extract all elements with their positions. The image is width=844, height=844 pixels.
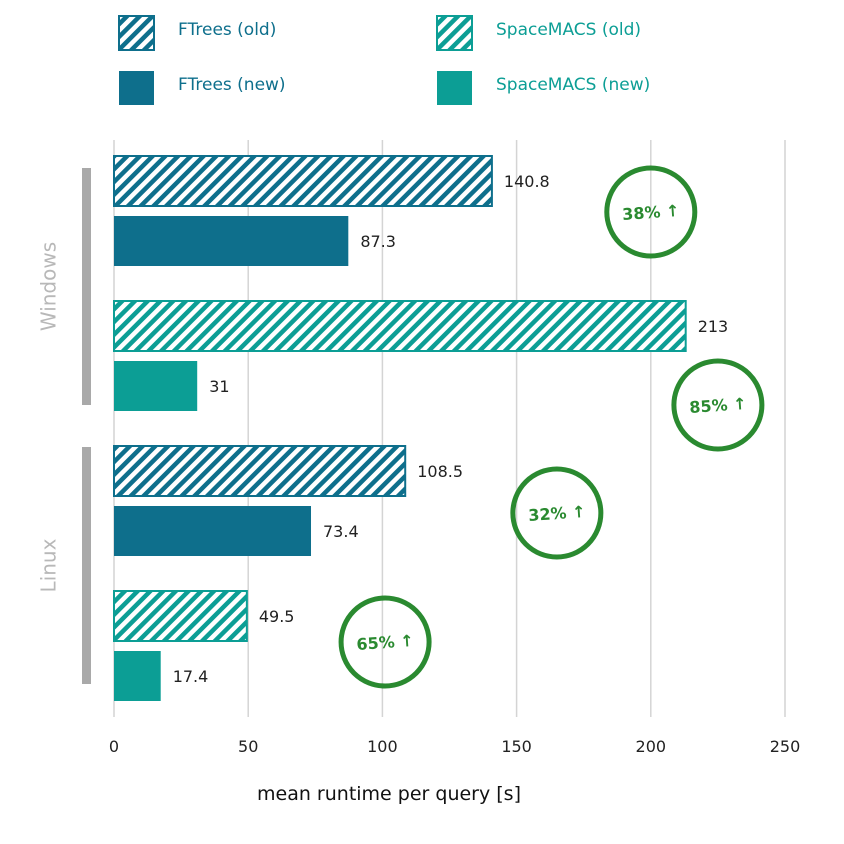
callout-text: 65% ↑ [356,631,414,654]
x-tick-label: 100 [367,737,398,756]
bar [114,361,198,411]
bar-value-label: 108.5 [417,462,463,481]
callout-text: 38% ↑ [622,201,680,224]
legend-entry: SpaceMACS (new) [437,71,650,105]
improvement-callout: 65% ↑ [338,595,432,689]
legend-label: FTrees (old) [178,20,276,40]
improvement-callout: 38% ↑ [604,165,698,259]
legend-entry: SpaceMACS (old) [436,15,641,51]
bar-value-label: 31 [209,377,229,396]
group-bracket [82,168,91,405]
legend-entry: FTrees (old) [118,15,276,51]
x-tick-label: 0 [109,737,119,756]
legend-label: SpaceMACS (old) [496,20,641,40]
bar-value-label: 17.4 [173,667,209,686]
legend-label: FTrees (new) [178,75,286,95]
x-tick-label: 50 [238,737,258,756]
legend-entry: FTrees (new) [119,71,286,105]
callout-circle [338,595,432,689]
bar [113,590,248,642]
bar-value-label: 140.8 [504,172,550,191]
callout-circle [604,165,698,259]
bar-value-label: 49.5 [259,607,295,626]
legend-label: SpaceMACS (new) [496,75,650,95]
legend-swatch [436,15,473,51]
group-label: Windows [37,242,61,331]
x-tick-label: 150 [501,737,532,756]
bar [113,300,687,352]
x-axis-title: mean runtime per query [s] [257,783,521,805]
bar [114,506,312,556]
bar [113,155,493,207]
legend-swatch [437,71,472,105]
x-axis: mean runtime per query [s] 0 50 100 150 200 2… [109,737,800,805]
bar [113,445,407,497]
callout-circle [510,466,604,560]
bar-value-label: 73.4 [323,522,359,541]
callout-circle [671,358,765,452]
group-label: Linux [37,538,61,592]
legend-swatch [118,15,155,51]
group-labels: Windows Linux [37,168,91,684]
callout-text: 32% ↑ [528,502,586,525]
legend-swatch [119,71,154,105]
bar-value-label: 213 [698,317,729,336]
improvement-callout: 85% ↑ [671,358,765,452]
bars: 140.8 87.3 213 31 108.5 73.4 49.5 17.4 [113,155,729,701]
improvement-callout: 32% ↑ [510,466,604,560]
legend: FTrees (old) SpaceMACS (old) FTrees (new) S… [118,15,650,105]
improvement-callouts: 38% ↑ 85% ↑ 32% ↑ 65% ↑ [338,165,765,689]
bar-value-label: 87.3 [360,232,396,251]
callout-text: 85% ↑ [689,394,747,417]
group-bracket [82,447,91,684]
x-tick-label: 200 [636,737,667,756]
x-tick-label: 250 [770,737,801,756]
bar [114,216,349,266]
bar [114,651,161,701]
